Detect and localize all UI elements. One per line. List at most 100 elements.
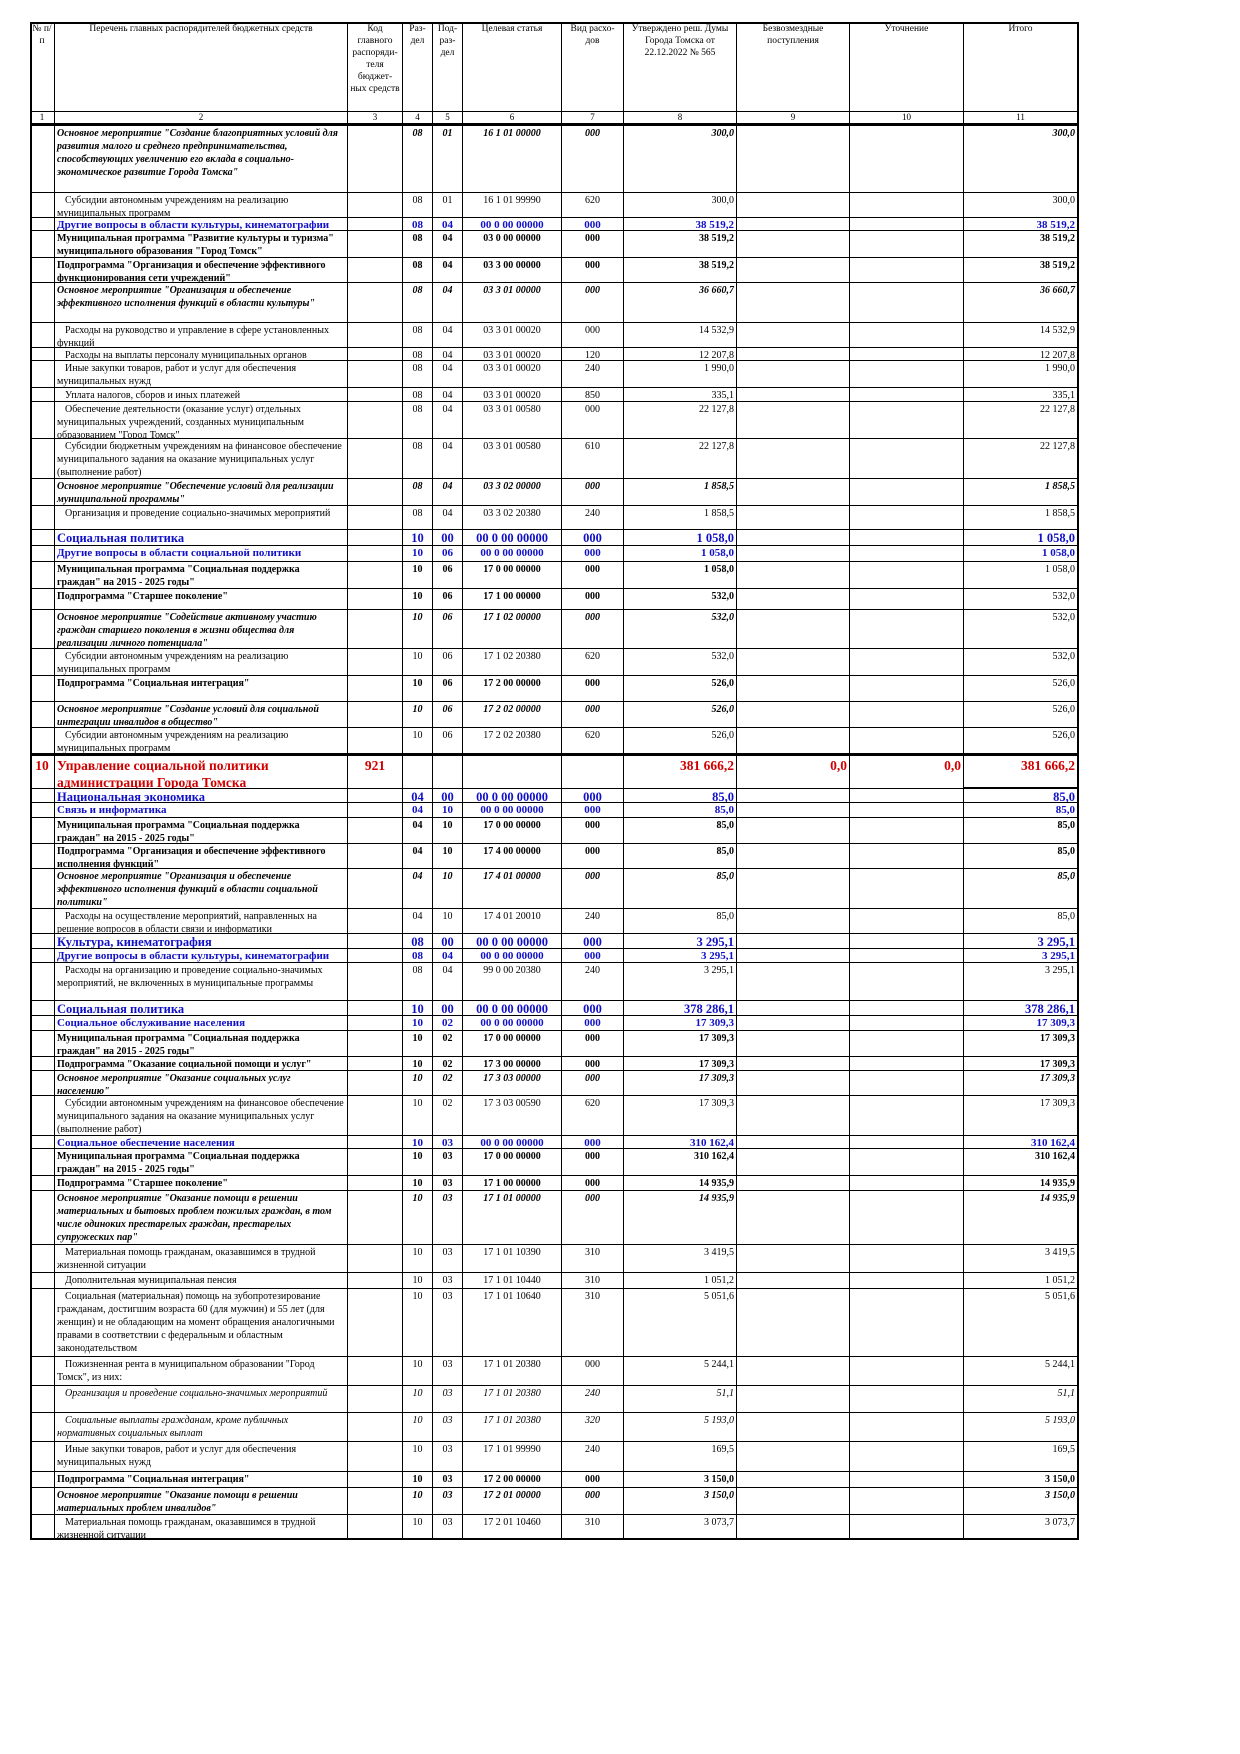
row-name: Подпрограмма "Старшее поколение"	[55, 1176, 348, 1191]
approved-amount: 526,0	[624, 676, 737, 702]
row-number	[30, 1386, 55, 1413]
approved-amount: 22 127,8	[624, 439, 737, 479]
row-name: Социальная политика	[55, 1001, 348, 1016]
subsection-code: 00	[433, 934, 463, 949]
row-number	[30, 803, 55, 818]
adjustment-amount	[850, 530, 964, 546]
approved-amount: 5 244,1	[624, 1357, 737, 1386]
expense-kind: 000	[562, 1472, 624, 1488]
grant-amount	[737, 1057, 850, 1071]
grant-amount	[737, 934, 850, 949]
row-name: Обеспечение деятельности (оказание услуг…	[55, 402, 348, 439]
expense-kind: 000	[562, 218, 624, 231]
target-code: 17 2 00 00000	[463, 676, 562, 702]
approved-amount: 378 286,1	[624, 1001, 737, 1016]
row-number	[30, 258, 55, 283]
manager-code	[348, 1488, 403, 1515]
manager-code	[348, 1136, 403, 1149]
expense-kind: 000	[562, 1149, 624, 1176]
target-code: 17 2 01 00000	[463, 1488, 562, 1515]
manager-code	[348, 439, 403, 479]
approved-amount: 12 207,8	[624, 348, 737, 361]
approved-amount: 3 295,1	[624, 949, 737, 963]
grant-amount	[737, 818, 850, 844]
expense-kind: 000	[562, 126, 624, 193]
section-code: 04	[403, 818, 433, 844]
column-header: Утверждено реш. Думы Города Томска от 22…	[624, 22, 737, 112]
subsection-code: 06	[433, 702, 463, 728]
manager-code	[348, 589, 403, 610]
row-name: Подпрограмма "Организация и обеспечение …	[55, 844, 348, 869]
subsection-code: 03	[433, 1442, 463, 1472]
approved-amount: 3 150,0	[624, 1472, 737, 1488]
subsection-code: 04	[433, 506, 463, 530]
manager-code	[348, 1176, 403, 1191]
section-code: 10	[403, 1515, 433, 1540]
target-code: 16 1 01 00000	[463, 126, 562, 193]
total-amount: 5 244,1	[964, 1357, 1078, 1386]
manager-code	[348, 909, 403, 934]
expense-kind: 000	[562, 283, 624, 323]
subsection-code: 04	[433, 283, 463, 323]
row-name: Субсидии автономным учреждениям на реали…	[55, 193, 348, 218]
section-code: 10	[403, 1357, 433, 1386]
target-code: 03 3 01 00020	[463, 388, 562, 402]
grant-amount	[737, 562, 850, 589]
row-name: Дополнительная муниципальная пенсия	[55, 1273, 348, 1289]
manager-code	[348, 388, 403, 402]
manager-code	[348, 1245, 403, 1273]
adjustment-amount	[850, 1031, 964, 1057]
grant-amount	[737, 610, 850, 649]
row-name: Основное мероприятие "Оказание помощи в …	[55, 1488, 348, 1515]
subsection-code: 00	[433, 530, 463, 546]
adjustment-amount	[850, 909, 964, 934]
expense-kind: 310	[562, 1245, 624, 1273]
approved-amount: 532,0	[624, 649, 737, 676]
grant-amount	[737, 283, 850, 323]
expense-kind: 000	[562, 1057, 624, 1071]
approved-amount: 1 990,0	[624, 361, 737, 388]
section-code: 10	[403, 1245, 433, 1273]
grant-amount: 0,0	[737, 754, 850, 789]
section-code: 10	[403, 1386, 433, 1413]
expense-kind: 320	[562, 1413, 624, 1442]
row-number	[30, 1071, 55, 1096]
section-code: 10	[403, 1273, 433, 1289]
target-code: 03 3 01 00580	[463, 402, 562, 439]
row-number	[30, 909, 55, 934]
approved-amount: 85,0	[624, 909, 737, 934]
total-amount: 526,0	[964, 702, 1078, 728]
approved-amount: 22 127,8	[624, 402, 737, 439]
row-number	[30, 402, 55, 439]
subsection-code: 03	[433, 1245, 463, 1273]
row-name: Основное мероприятие "Создание условий д…	[55, 702, 348, 728]
expense-kind: 240	[562, 909, 624, 934]
approved-amount: 85,0	[624, 818, 737, 844]
row-number	[30, 1149, 55, 1176]
row-name: Основное мероприятие "Содействие активно…	[55, 610, 348, 649]
subsection-code: 10	[433, 909, 463, 934]
grant-amount	[737, 218, 850, 231]
row-name: Пожизненная рента в муниципальном образо…	[55, 1357, 348, 1386]
manager-code	[348, 1515, 403, 1540]
row-name: Другие вопросы в области культуры, кинем…	[55, 949, 348, 963]
row-number	[30, 361, 55, 388]
grant-amount	[737, 1488, 850, 1515]
grant-amount	[737, 546, 850, 562]
total-amount: 3 073,7	[964, 1515, 1078, 1540]
target-code: 17 1 01 10640	[463, 1289, 562, 1357]
subsection-code: 03	[433, 1191, 463, 1245]
total-amount: 3 150,0	[964, 1488, 1078, 1515]
row-name: Материальная помощь гражданам, оказавшим…	[55, 1245, 348, 1273]
total-amount: 1 858,5	[964, 479, 1078, 506]
subsection-code	[433, 754, 463, 789]
grant-amount	[737, 1289, 850, 1357]
adjustment-amount	[850, 1472, 964, 1488]
adjustment-amount	[850, 361, 964, 388]
grant-amount	[737, 949, 850, 963]
section-code: 10	[403, 1136, 433, 1149]
approved-amount: 381 666,2	[624, 754, 737, 789]
row-number	[30, 193, 55, 218]
total-amount: 85,0	[964, 789, 1078, 803]
manager-code	[348, 803, 403, 818]
